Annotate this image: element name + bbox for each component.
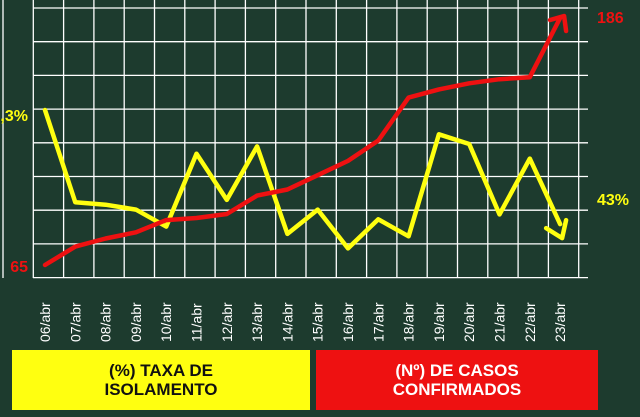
x-tick-label: 14/abr xyxy=(279,302,295,342)
x-tick-label: 07/abr xyxy=(67,302,83,342)
x-tick-label: 20/abr xyxy=(461,302,477,342)
start-value-cases: 65 xyxy=(10,259,28,276)
isolation-arrowhead xyxy=(543,217,569,241)
x-tick-label: 23/abr xyxy=(552,302,568,342)
chart-labels: 06/abr 07/abr 08/abr 09/abr 10/abr 11/abr 12/a… xyxy=(0,10,629,342)
x-tick-label: 19/abr xyxy=(431,302,447,342)
x-tick-label: 08/abr xyxy=(98,302,114,342)
x-tick-label: 15/abr xyxy=(310,302,326,342)
x-tick-label: 18/abr xyxy=(401,302,417,342)
x-tick-label: 21/abr xyxy=(492,302,508,342)
legend-confirmed-cases: (Nº) DE CASOS CONFIRMADOS xyxy=(316,350,598,410)
line-chart: 06/abr 07/abr 08/abr 09/abr 10/abr 11/abr 12/a… xyxy=(0,0,629,342)
series-line-cases xyxy=(42,15,563,268)
start-value-isolation: 51,3% xyxy=(0,108,28,125)
cases-arrowhead xyxy=(547,13,569,34)
series-line-isolation xyxy=(42,107,563,251)
legend-cases-label: (Nº) DE CASOS CONFIRMADOS xyxy=(392,361,522,399)
legend-isolation-label: (%) TAXA DE ISOLAMENTO xyxy=(104,361,218,399)
x-tick-label: 10/abr xyxy=(158,302,174,342)
x-tick-label: 17/abr xyxy=(370,302,386,342)
x-tick-label: 12/abr xyxy=(219,302,235,342)
legend-isolation-rate: (%) TAXA DE ISOLAMENTO xyxy=(12,350,310,410)
x-tick-label: 13/abr xyxy=(249,302,265,342)
chart-grid xyxy=(2,0,588,279)
end-value-isolation: 43% xyxy=(597,192,629,209)
x-tick-label: 16/abr xyxy=(340,302,356,342)
x-tick-label: 06/abr xyxy=(37,302,53,342)
x-tick-label: 11/abr xyxy=(189,303,205,342)
x-tick-label: 09/abr xyxy=(128,302,144,342)
end-value-cases: 186 xyxy=(597,10,624,27)
chart-series xyxy=(42,13,569,268)
x-tick-label: 22/abr xyxy=(522,302,538,342)
